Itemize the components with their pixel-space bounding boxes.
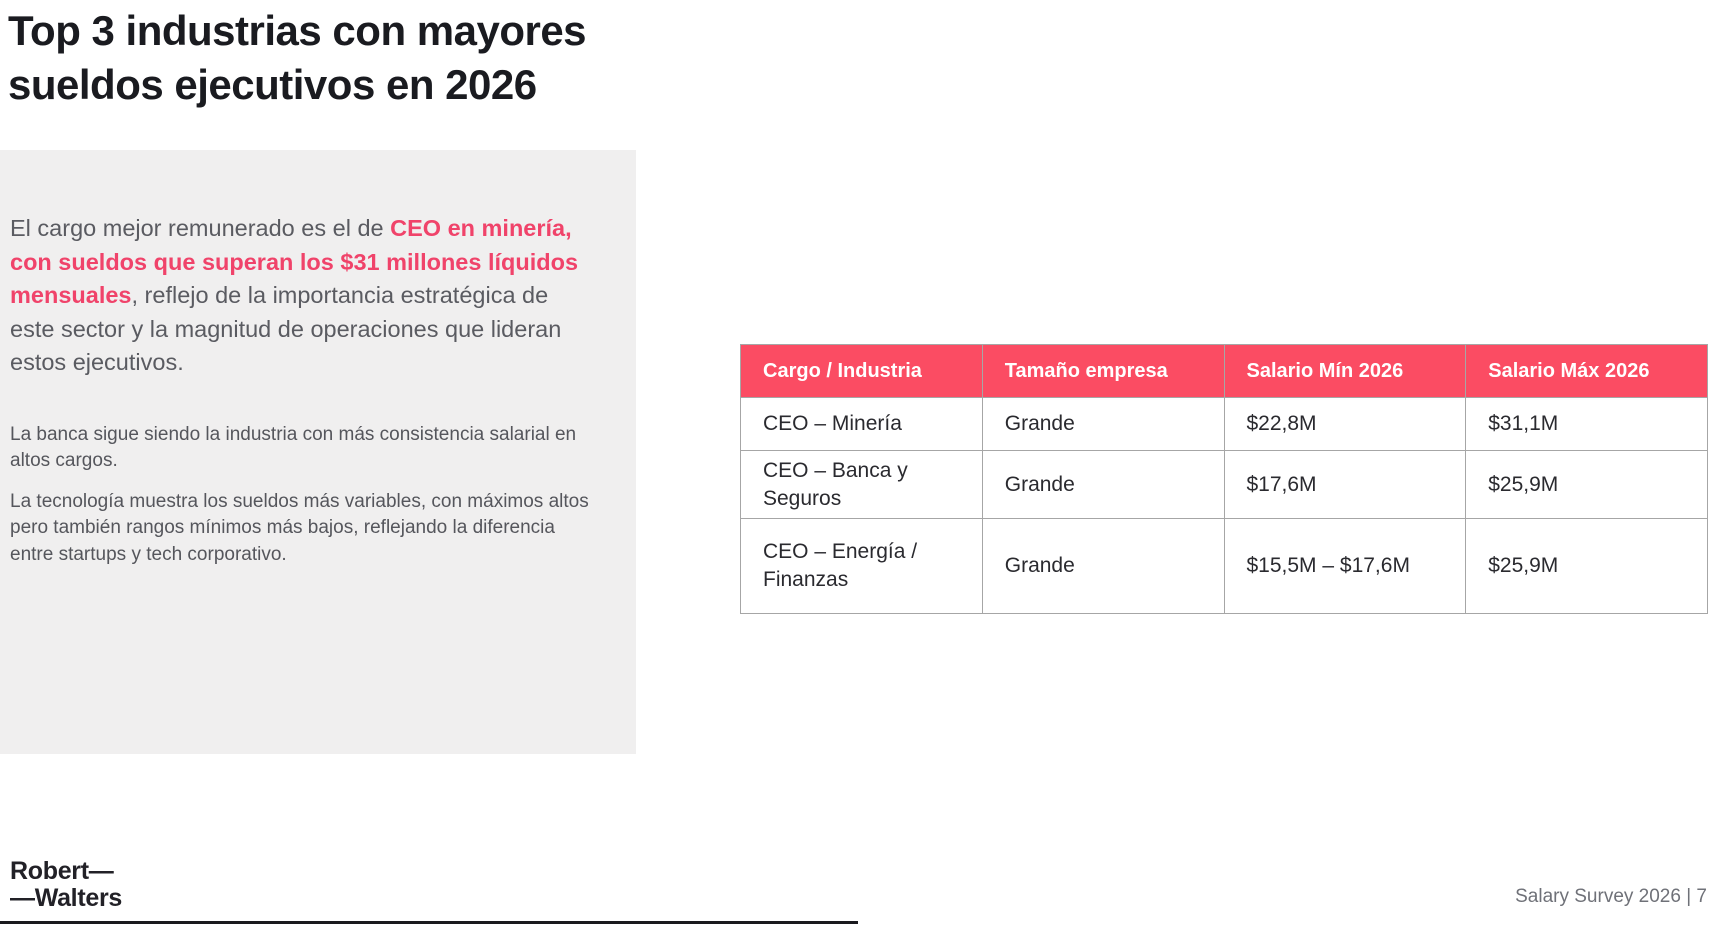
cell-salario-min: $17,6M xyxy=(1223,450,1467,519)
intro-highlight: CEO en minería, con sueldos que superan … xyxy=(10,215,579,308)
column-header-tamano-empresa: Tamaño empresa xyxy=(981,344,1225,398)
cell-tamano: Grande xyxy=(981,518,1225,614)
cell-tamano: Grande xyxy=(981,397,1225,451)
robert-walters-logo: Robert— —Walters xyxy=(10,858,122,912)
cell-salario-max: $31,1M xyxy=(1465,397,1708,451)
summary-panel: El cargo mejor remunerado es el de CEO e… xyxy=(0,150,636,754)
table-row-banca-seguros: CEO – Banca y Seguros Grande $17,6M $25,… xyxy=(740,450,1708,519)
intro-prefix: El cargo mejor remunerado es el de xyxy=(10,215,391,241)
page-footer-label: Salary Survey 2026 | 7 xyxy=(1515,886,1707,907)
salary-table-header: Cargo / Industria Tamaño empresa Salario… xyxy=(740,344,1708,398)
cell-cargo: CEO – Banca y Seguros xyxy=(740,450,983,519)
page-title-line-1: Top 3 industrias con mayores xyxy=(8,7,587,54)
logo-line-1: Robert— xyxy=(10,857,114,885)
cell-salario-min: $22,8M xyxy=(1223,397,1467,451)
page-title: Top 3 industrias con mayores sueldos eje… xyxy=(8,4,587,112)
table-row-energia-finanzas: CEO – Energía / Finanzas Grande $15,5M –… xyxy=(740,518,1708,614)
intro-paragraph: El cargo mejor remunerado es el de CEO e… xyxy=(10,212,594,380)
column-header-cargo-industria: Cargo / Industria xyxy=(740,344,983,398)
table-row-mineria: CEO – Minería Grande $22,8M $31,1M xyxy=(740,397,1708,451)
logo-line-2: —Walters xyxy=(10,884,122,912)
cell-salario-max: $25,9M xyxy=(1465,450,1708,519)
column-header-salario-min: Salario Mín 2026 xyxy=(1223,344,1467,398)
header-row: Cargo / Industria Tamaño empresa Salario… xyxy=(740,344,1708,398)
cell-tamano: Grande xyxy=(981,450,1225,519)
column-header-salario-max: Salario Máx 2026 xyxy=(1465,344,1708,398)
intro-suffix: , reflejo de la importancia estratégica … xyxy=(10,282,562,375)
banking-note: La banca sigue siendo la industria con m… xyxy=(10,423,577,472)
cell-cargo: CEO – Minería xyxy=(740,397,983,451)
salary-table: Cargo / Industria Tamaño empresa Salario… xyxy=(740,344,1708,614)
page-title-line-2: sueldos ejecutivos en 2026 xyxy=(8,61,537,108)
cell-salario-max: $25,9M xyxy=(1465,518,1708,614)
bottom-edge-rule xyxy=(0,921,858,924)
tech-note: La tecnología muestra los sueldos más va… xyxy=(10,490,589,565)
salary-table-body: CEO – Minería Grande $22,8M $31,1M CEO –… xyxy=(740,397,1708,614)
cell-cargo: CEO – Energía / Finanzas xyxy=(740,518,983,614)
cell-salario-min: $15,5M – $17,6M xyxy=(1223,518,1467,614)
